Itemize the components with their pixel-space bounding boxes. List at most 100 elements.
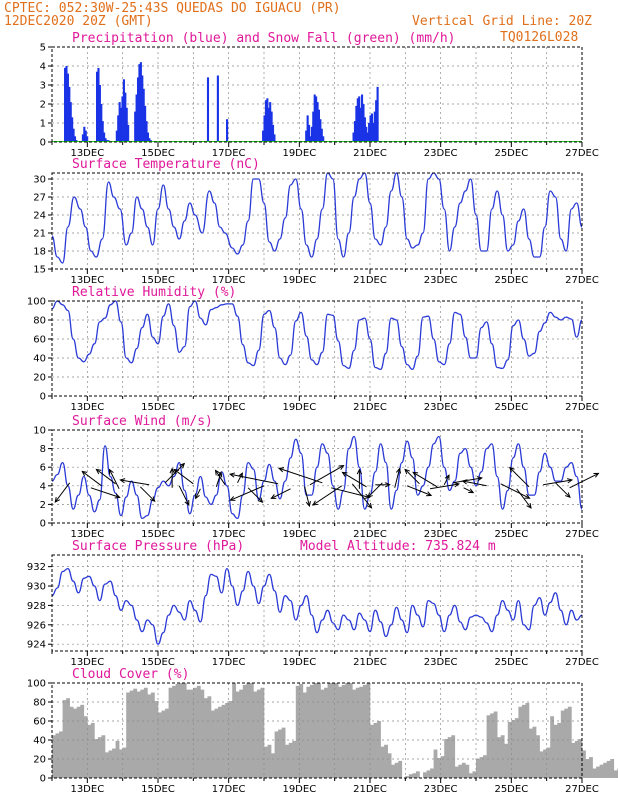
cloud-cover-bar [228, 701, 233, 778]
humidity-panel: Relative Humidity (%) 0 20 40 60 80 100 13DEC 15… [27, 285, 599, 413]
temperature-xtick-label: 17DEC [212, 275, 246, 286]
cloud-cover-bar [451, 735, 456, 778]
temperature-xtick-label: 27DEC [565, 275, 599, 286]
precip-bar [226, 119, 229, 142]
cloud-cover-bar [172, 685, 176, 778]
wind-vector [462, 480, 487, 487]
precip-bar [64, 67, 67, 142]
wind-vector [406, 485, 432, 496]
cloud-cover-bar [260, 687, 265, 778]
precip-bar [373, 111, 376, 142]
temperature-ytick-label: 30 [33, 175, 46, 186]
pressure-ytick-label: 932 [27, 562, 46, 573]
cloud-cover-bar [550, 716, 555, 778]
pressure-title: Surface Pressure (hPa) [72, 539, 244, 554]
cloud-cover-bar [355, 687, 360, 778]
header-station: CPTEC: 052:30W-25:43S QUEDAS DO IGUACU (… [4, 1, 341, 16]
wind-vector [178, 485, 190, 506]
temperature-xtick-label: 23DEC [424, 275, 458, 286]
precip-bar [366, 132, 369, 142]
cloud-cover-bar [507, 721, 512, 778]
pressure-xtick-label: 19DEC [282, 657, 316, 668]
cloud-cover-bar [567, 706, 572, 778]
cloud-cover-bar [362, 684, 367, 778]
cloud-cover-bar [387, 753, 392, 778]
humidity-ytick-label: 80 [33, 316, 46, 327]
precip-bar [100, 104, 103, 142]
wind-panel: Surface Wind (m/s) 0 2 4 6 8 10 13DEC 15DEC 17DEC… [33, 414, 600, 540]
cloud-cover-bar [200, 689, 205, 778]
cloud-cover-bar [610, 759, 615, 778]
cloud-cover-bar [246, 683, 251, 778]
cloud-cover-bar [221, 704, 226, 778]
cloud-title: Cloud Cover (%) [72, 667, 189, 682]
wind-vector-head [229, 496, 236, 501]
wind-vector [312, 485, 343, 506]
precip-bar [369, 115, 372, 142]
precip-ytick-label: 1 [40, 119, 46, 130]
cloud-cover-bar [327, 683, 332, 778]
cloud-xtick-label: 17DEC [212, 784, 246, 795]
cloud-cover-bar [196, 685, 201, 778]
wind-vector-head [278, 467, 285, 473]
cloud-cover-bar [408, 774, 413, 778]
wind-vector-head [412, 471, 419, 477]
cloud-cover-bar [317, 683, 321, 778]
precip-bar [262, 130, 265, 142]
cloud-cover-bar [331, 683, 335, 778]
wind-vector-head [338, 465, 345, 471]
cloud-cover-bar [352, 689, 357, 778]
precip-bar [316, 102, 319, 142]
pressure-ytick-label: 926 [27, 620, 46, 631]
precip-bar [144, 105, 147, 142]
cloud-ytick-label: 20 [33, 755, 46, 766]
cloud-cover-bar [391, 764, 396, 778]
precip-bar [71, 117, 74, 142]
cloud-cover-bar [465, 764, 470, 778]
precip-bar [319, 119, 322, 142]
cloud-cover-bar [613, 770, 618, 778]
cloud-cover-bar [479, 757, 484, 778]
wind-vector [569, 472, 599, 489]
wind-vector-head [367, 492, 373, 499]
cloud-cover-bar [334, 683, 339, 778]
wind-vector [237, 472, 243, 484]
wind-xtick-label: 15DEC [141, 529, 175, 540]
temperature-ytick-label: 21 [33, 229, 46, 240]
precip-bar [81, 134, 84, 142]
cloud-cover-bar [521, 704, 526, 778]
precip-bar [120, 107, 123, 142]
cloud-cover-bar [320, 689, 325, 778]
cloud-cover-bar [126, 692, 131, 778]
pressure-xtick-label: 15DEC [141, 657, 175, 668]
wind-vector-head [461, 479, 468, 485]
precip-bar [83, 126, 86, 142]
wind-vector-head [593, 472, 600, 478]
wind-vector [215, 472, 222, 487]
cloud-cover-bar [175, 683, 180, 778]
cloud-cover-bar [589, 757, 593, 778]
cloud-cover-bar [203, 698, 208, 778]
wind-vector-head [173, 468, 180, 475]
precip-bar [206, 77, 210, 142]
wind-vector-head [119, 478, 126, 484]
cloud-cover-bar [218, 706, 222, 778]
precip-bar [118, 102, 121, 142]
cloud-cover-bar [394, 762, 399, 778]
cloud-xtick-label: 19DEC [282, 784, 316, 795]
cloud-cover-bar [476, 759, 480, 778]
cloud-cover-bar [415, 771, 420, 778]
cloud-cover-bar [186, 689, 191, 778]
precip-bar [66, 73, 69, 142]
cloud-cover-bar [143, 687, 148, 778]
precip-bar [267, 107, 270, 142]
precip-bar [355, 105, 358, 142]
humidity-ytick-label: 100 [27, 297, 46, 308]
cloud-cover-bar [454, 766, 459, 778]
precip-xtick-label: 15DEC [141, 148, 175, 159]
humidity-xtick-label: 19DEC [282, 402, 316, 413]
precip-bar [148, 138, 151, 142]
cloud-cover-bar [235, 691, 240, 778]
wind-vector-head [184, 499, 190, 507]
cloud-cover-bar [359, 686, 364, 778]
